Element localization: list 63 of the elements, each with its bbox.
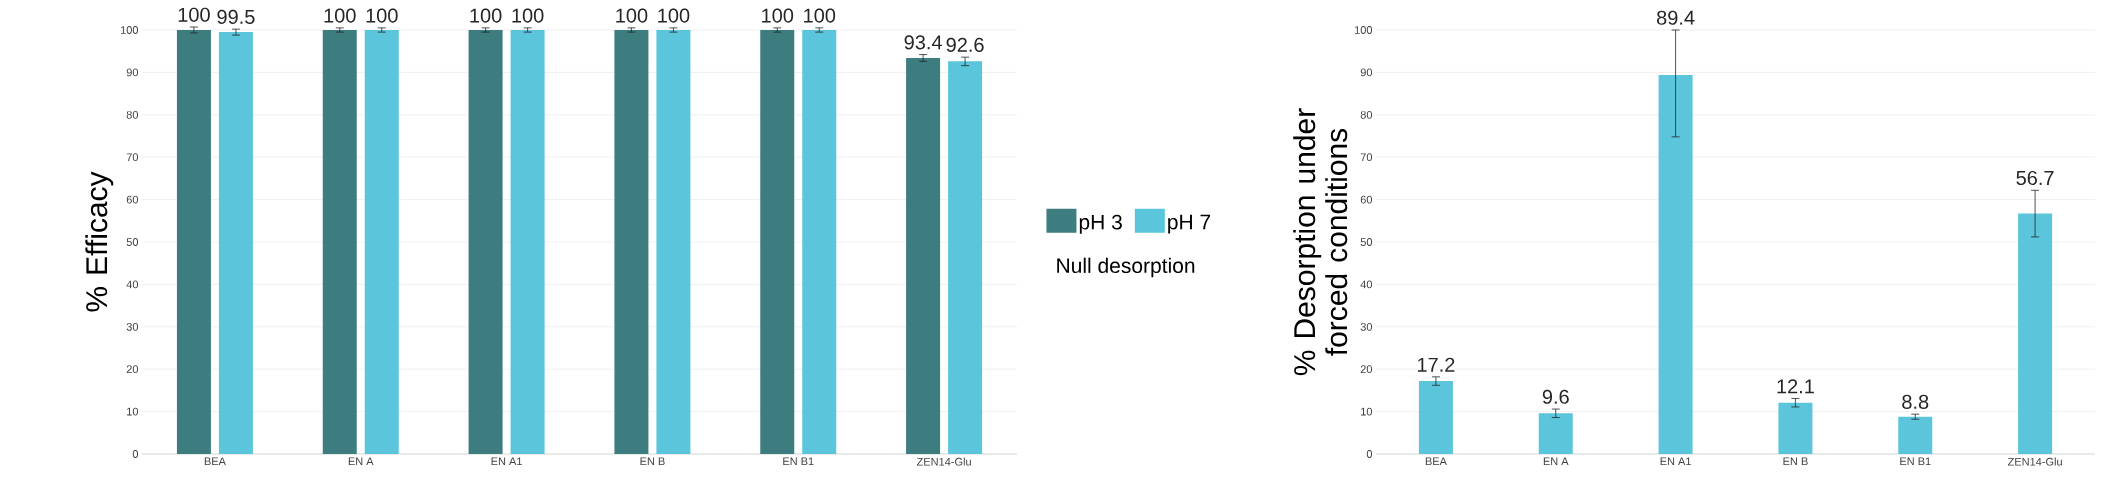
y-tick-label: 70 [1360, 153, 1373, 162]
data-label: 100 [512, 8, 544, 23]
data-label: 100 [366, 8, 398, 23]
y-tick-label: 100 [1354, 26, 1373, 34]
data-label: 17.2 [1417, 357, 1455, 372]
x-tick-label: EN A [348, 457, 374, 466]
data-label: 8.8 [1902, 394, 1929, 409]
data-label: 9.6 [1542, 389, 1569, 404]
y-tick-label: 40 [1360, 280, 1373, 289]
bar [1898, 416, 1933, 454]
legend-label: pH 3 [1079, 214, 1122, 234]
y-tick-label: 50 [1360, 238, 1373, 246]
data-label: 99.5 [217, 9, 255, 24]
y-tick-label: 0 [1366, 450, 1373, 458]
bar [2018, 213, 2053, 454]
y-tick-label: 80 [126, 110, 139, 119]
data-label: 92.6 [946, 37, 984, 52]
legend-label: pH 7 [1168, 214, 1211, 234]
data-label: 100 [178, 7, 210, 22]
y-tick-label: 20 [1360, 365, 1373, 374]
y-tick-label: 10 [127, 407, 139, 416]
x-tick-label: BEA [1425, 457, 1447, 466]
y-tick-label: 90 [1360, 68, 1373, 77]
data-label: 56.7 [2016, 170, 2054, 186]
x-tick-label: EN B1 [1900, 457, 1931, 466]
data-label: 100 [324, 8, 356, 23]
data-label: 89.4 [1656, 10, 1695, 25]
y-tick-label: 10 [1361, 407, 1373, 416]
y-axis-title: % Efficacy [85, 171, 114, 312]
data-label: 100 [804, 8, 836, 23]
y-tick-label: 60 [126, 195, 139, 204]
y-tick-label: 90 [126, 68, 139, 77]
data-label: 100 [762, 8, 794, 23]
y-tick-label: 30 [126, 322, 139, 331]
x-tick-label: EN A1 [491, 457, 522, 466]
data-label: 93.4 [904, 35, 942, 50]
x-tick-label: ZEN14-Glu [916, 457, 971, 466]
x-tick-label: EN A [1543, 457, 1569, 466]
y-tick-label: 100 [120, 26, 139, 34]
x-tick-label: EN A1 [1660, 457, 1691, 466]
x-tick-label: EN B1 [783, 457, 814, 466]
y-tick-label: 80 [1360, 110, 1373, 119]
bar [1658, 74, 1693, 454]
x-tick-label: ZEN14-Glu [2007, 457, 2062, 466]
data-label: 100 [616, 8, 648, 23]
data-label: 100 [658, 8, 690, 23]
y-tick-label: 0 [132, 450, 139, 458]
x-tick-label: BEA [204, 457, 226, 466]
bar [1418, 381, 1453, 454]
data-label: 100 [470, 8, 502, 23]
y-tick-label: 30 [1360, 322, 1373, 331]
y-tick-label: 50 [126, 238, 139, 246]
bar [1778, 402, 1813, 454]
y-tick-label: 70 [126, 153, 139, 162]
text: Null desorption [1057, 257, 1195, 278]
y-tick-label: 40 [126, 280, 139, 289]
data-label: 12.1 [1777, 379, 1814, 394]
x-tick-label: EN B [1783, 457, 1808, 466]
y-tick-label: 20 [126, 365, 139, 374]
y-tick-label: 60 [1360, 195, 1373, 204]
x-tick-label: EN B [640, 457, 665, 466]
y-axis-title: % Desorption under forced conditions [1293, 108, 1348, 376]
bar [1538, 413, 1573, 454]
